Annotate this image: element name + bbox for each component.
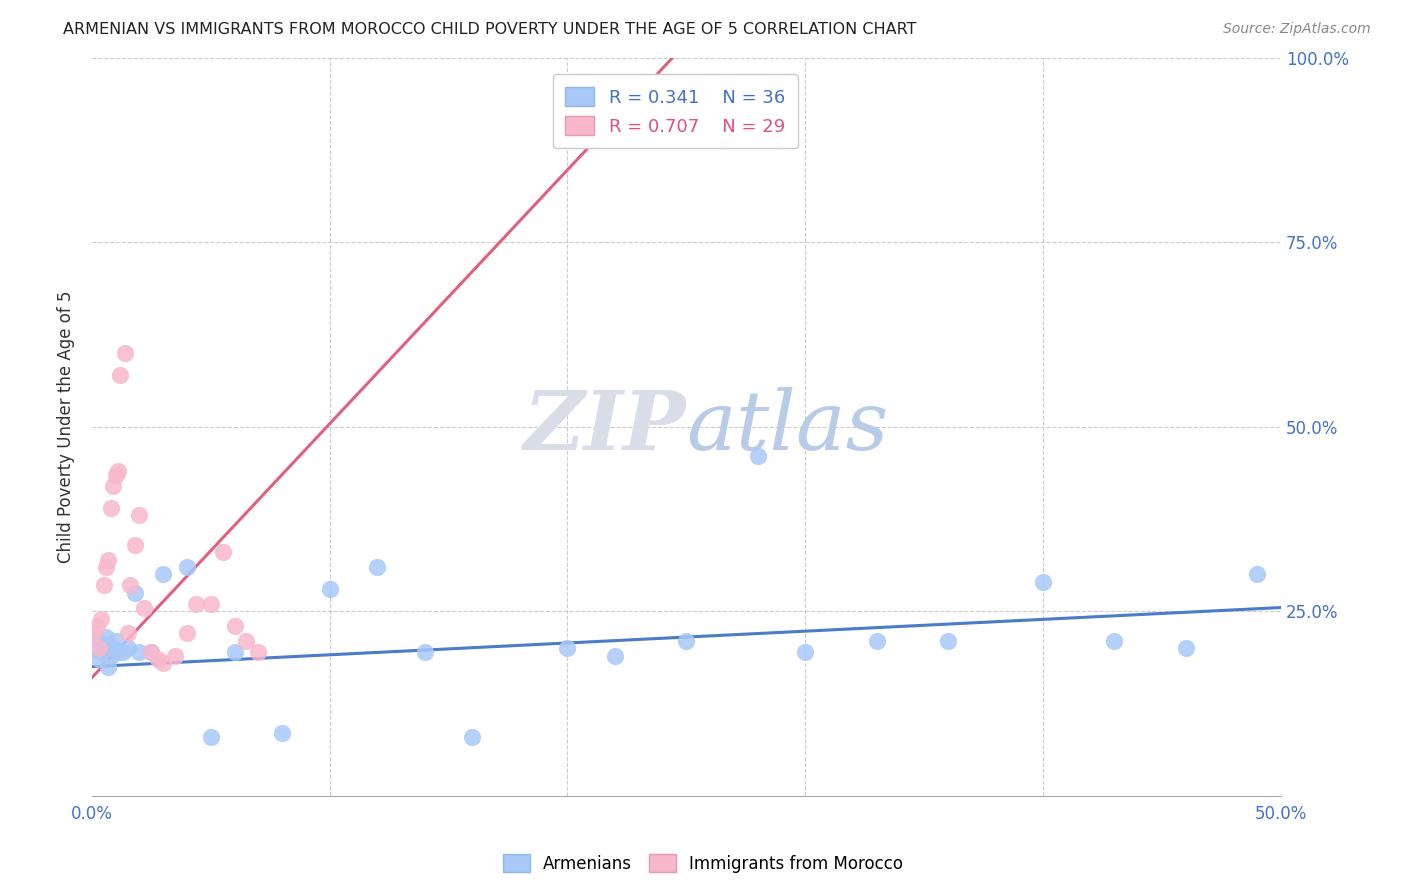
Point xyxy=(134,600,156,615)
Point xyxy=(83,626,105,640)
Point xyxy=(94,560,117,574)
Point xyxy=(200,597,222,611)
Point xyxy=(747,449,769,463)
Point xyxy=(152,567,174,582)
Point xyxy=(224,619,246,633)
Point xyxy=(794,645,817,659)
Point xyxy=(1174,641,1197,656)
Point xyxy=(90,645,112,659)
Text: ARMENIAN VS IMMIGRANTS FROM MOROCCO CHILD POVERTY UNDER THE AGE OF 5 CORRELATION: ARMENIAN VS IMMIGRANTS FROM MOROCCO CHIL… xyxy=(63,22,917,37)
Point xyxy=(141,645,163,659)
Point xyxy=(1246,567,1268,582)
Point xyxy=(1032,574,1054,589)
Point xyxy=(211,545,233,559)
Point xyxy=(200,730,222,744)
Point xyxy=(152,656,174,670)
Y-axis label: Child Poverty Under the Age of 5: Child Poverty Under the Age of 5 xyxy=(58,291,75,563)
Point xyxy=(93,637,115,651)
Point xyxy=(103,479,125,493)
Point xyxy=(675,633,697,648)
Point xyxy=(94,630,117,644)
Point xyxy=(114,346,136,360)
Point xyxy=(128,645,150,659)
Point xyxy=(100,648,122,663)
Point xyxy=(124,538,146,552)
Point xyxy=(186,597,208,611)
Point xyxy=(87,641,110,656)
Point xyxy=(176,560,198,574)
Point xyxy=(271,726,294,740)
Text: atlas: atlas xyxy=(686,387,889,467)
Point xyxy=(461,730,484,744)
Point xyxy=(87,652,110,666)
Point xyxy=(603,648,626,663)
Point xyxy=(235,633,257,648)
Point xyxy=(86,633,108,648)
Point xyxy=(557,641,579,656)
Point xyxy=(124,586,146,600)
Text: Source: ZipAtlas.com: Source: ZipAtlas.com xyxy=(1223,22,1371,37)
Point xyxy=(104,633,127,648)
Point xyxy=(110,368,132,382)
Point xyxy=(318,582,340,596)
Text: ZIP: ZIP xyxy=(524,387,686,467)
Point xyxy=(165,648,187,663)
Point xyxy=(107,464,129,478)
Point xyxy=(118,578,141,592)
Legend: R = 0.341    N = 36, R = 0.707    N = 29: R = 0.341 N = 36, R = 0.707 N = 29 xyxy=(553,74,797,148)
Point xyxy=(366,560,388,574)
Point xyxy=(107,645,129,659)
Point xyxy=(413,645,436,659)
Point xyxy=(111,645,134,659)
Point xyxy=(1104,633,1126,648)
Point xyxy=(97,659,120,673)
Point xyxy=(83,641,105,656)
Legend: Armenians, Immigrants from Morocco: Armenians, Immigrants from Morocco xyxy=(496,847,910,880)
Point xyxy=(224,645,246,659)
Point xyxy=(176,626,198,640)
Point xyxy=(103,641,125,656)
Point xyxy=(100,500,122,515)
Point xyxy=(247,645,270,659)
Point xyxy=(128,508,150,523)
Point xyxy=(104,467,127,482)
Point xyxy=(97,552,120,566)
Point xyxy=(936,633,959,648)
Point xyxy=(86,619,108,633)
Point xyxy=(141,645,163,659)
Point xyxy=(90,612,112,626)
Point xyxy=(93,578,115,592)
Point xyxy=(117,641,139,656)
Point xyxy=(866,633,889,648)
Point xyxy=(148,652,170,666)
Point xyxy=(117,626,139,640)
